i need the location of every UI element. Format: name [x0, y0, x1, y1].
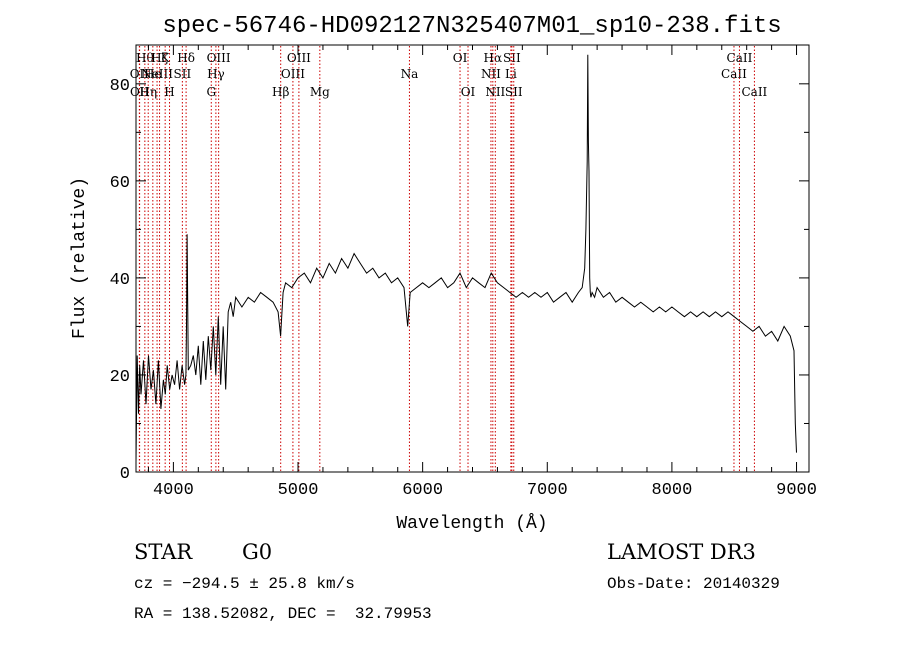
chart-title: spec-56746-HD092127N325407M01_sp10-238.f… — [162, 13, 781, 40]
spectrum-line — [135, 54, 797, 463]
marker-label: NeIII — [141, 67, 173, 81]
x-tick-label: 6000 — [402, 481, 443, 500]
y-tick-label: 20 — [110, 368, 130, 387]
marker-label: Hδ — [177, 51, 195, 65]
marker-label: Hγ — [207, 67, 225, 81]
marker-label: CaII — [727, 51, 753, 65]
marker-label: OI — [461, 85, 476, 99]
marker-label: NII — [481, 67, 501, 81]
coordinates: RA = 138.52082, DEC = 32.79953 — [134, 605, 432, 623]
y-tick-label: 80 — [110, 77, 130, 96]
survey-name: LAMOST DR3 — [607, 540, 756, 564]
marker-label: Hβ — [272, 85, 289, 99]
x-tick-label: 7000 — [527, 481, 568, 500]
marker-label: Hθ — [136, 51, 154, 65]
marker-label: SII — [505, 85, 523, 99]
marker-label: Hα — [484, 51, 503, 65]
x-tick-label: 8000 — [652, 481, 693, 500]
axes: 4000 5000 6000 7000 8000 9000 0 20 40 60 80 — [110, 45, 817, 500]
x-tick-label: 4000 — [153, 481, 194, 500]
marker-label: Hζ — [151, 51, 168, 65]
x-axis-label: Wavelength (Å) — [396, 513, 547, 534]
object-subclass: G0 — [242, 540, 273, 564]
object-class: STAR — [134, 540, 193, 564]
marker-label: NII — [485, 85, 505, 99]
marker-label: OIII — [207, 51, 231, 65]
marker-label: Na — [401, 67, 419, 81]
x-tick-label: 9000 — [776, 481, 817, 500]
marker-label: Li — [505, 67, 517, 81]
marker-label: K — [161, 51, 171, 65]
marker-label: Hη — [139, 85, 157, 99]
x-tick-label: 5000 — [278, 481, 319, 500]
marker-label: SII — [503, 51, 521, 65]
observation-date: Obs-Date: 20140329 — [607, 575, 780, 593]
marker-label: SII — [174, 67, 192, 81]
marker-label: CaII — [721, 67, 747, 81]
marker-label: H — [164, 85, 174, 99]
y-tick-label: 0 — [120, 465, 130, 484]
plot-frame — [135, 44, 810, 473]
y-tick-label: 60 — [110, 174, 130, 193]
marker-label: OI — [453, 51, 468, 65]
emission-line-markers: OIIOIIHθHηHeNeIIIHζKHSIIHδGHγOIIIHβOIIIO… — [130, 46, 768, 471]
y-axis-label: Flux (relative) — [70, 177, 90, 339]
marker-label: Mg — [310, 85, 330, 99]
redshift-velocity: cz = −294.5 ± 25.8 km/s — [134, 575, 355, 593]
y-tick-label: 40 — [110, 271, 130, 290]
marker-label: CaII — [741, 85, 767, 99]
marker-label: OIII — [281, 67, 305, 81]
marker-label: OIII — [287, 51, 311, 65]
marker-label: G — [206, 85, 216, 99]
